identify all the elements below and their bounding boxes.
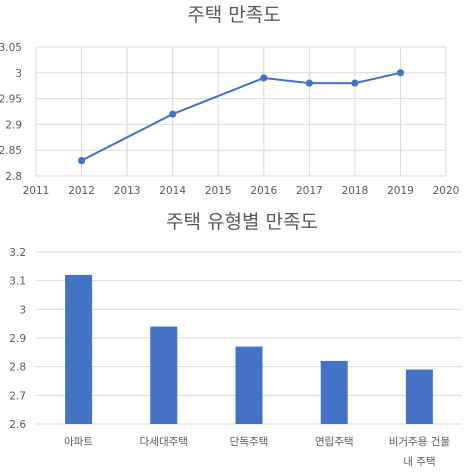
bar-chart-y-tick-label: 3.1 xyxy=(9,276,26,288)
bar-chart-bar xyxy=(320,360,348,424)
line-chart-y-tick-label: 2.85 xyxy=(0,145,22,157)
line-chart-x-tick-label: 2019 xyxy=(387,185,414,197)
bar-chart-bar xyxy=(65,274,93,424)
bar-chart-bar xyxy=(150,326,178,424)
line-chart-y-tick-label: 2.9 xyxy=(5,119,22,131)
bar-chart-category-label: 비거주용 건물 xyxy=(389,436,451,448)
line-chart-y-tick-label: 2.8 xyxy=(5,171,22,183)
bar-chart-y-tick-label: 3 xyxy=(19,304,26,316)
bar-chart-y-tick-label: 2.9 xyxy=(9,333,26,345)
bar-chart-x-ticks: 아파트 다세대주택 단독주택 연립주택 비거주용 건물내 주택 xyxy=(64,435,450,468)
bar-chart-y-tick-label: 2.8 xyxy=(9,362,26,374)
line-chart-x-tick-label: 2017 xyxy=(296,185,323,197)
line-chart-point xyxy=(77,156,86,165)
line-chart-point xyxy=(305,79,313,87)
bar-chart-y-ticks: 2.6 2.7 2.8 2.9 3 3.1 3.2 xyxy=(9,247,26,431)
line-chart-point xyxy=(260,74,268,82)
bar-chart-category-label: 아파트 xyxy=(64,436,93,448)
bar-chart-category-label: 단독주택 xyxy=(230,436,269,448)
line-chart-series xyxy=(77,69,405,165)
line-chart-x-tick-label: 2011 xyxy=(23,185,50,197)
bar-chart-bars xyxy=(65,274,433,424)
bar-chart-y-tick-label: 2.6 xyxy=(9,419,26,431)
bar-chart-bar xyxy=(405,369,433,424)
line-chart-title: 주택 만족도 xyxy=(187,4,280,26)
line-chart-x-tick-label: 2020 xyxy=(433,185,460,197)
line-chart-point xyxy=(396,69,405,77)
bar-chart: 주택 유형별 만족도 2.6 2.7 2.8 2.9 3 3.1 3.2 아파트 다세대주택 단… xyxy=(9,211,462,468)
line-chart-x-tick-label: 2018 xyxy=(342,185,369,197)
line-chart-x-ticks: 2011 2012 2013 2014 2015 2016 2017 2018 2019 2020 xyxy=(23,185,460,197)
line-chart-y-tick-label: 2.95 xyxy=(0,94,22,106)
bar-chart-category-label: 다세대주택 xyxy=(140,436,188,448)
line-chart-gridlines xyxy=(35,46,447,177)
line-chart-series-line xyxy=(81,71,401,162)
bar-chart-category-label: 내 주택 xyxy=(403,456,435,468)
line-chart-y-ticks: 2.8 2.85 2.9 2.95 3 3.05 xyxy=(0,42,22,183)
line-chart-x-tick-label: 2013 xyxy=(114,185,141,197)
bar-chart-y-tick-label: 3.2 xyxy=(9,247,26,259)
bar-chart-bar xyxy=(235,346,263,424)
bar-chart-title: 주택 유형별 만족도 xyxy=(166,211,318,233)
line-chart-x-tick-label: 2012 xyxy=(68,185,95,197)
bar-chart-category-label: 연립주택 xyxy=(315,435,354,448)
line-chart-point xyxy=(169,110,177,118)
line-chart-y-tick-label: 3 xyxy=(15,68,22,80)
line-chart-x-tick-label: 2014 xyxy=(159,185,186,197)
line-chart-y-tick-label: 3.05 xyxy=(0,42,22,54)
bar-chart-y-tick-label: 2.7 xyxy=(9,390,26,402)
line-chart-point xyxy=(351,79,359,87)
line-chart-x-tick-label: 2016 xyxy=(250,185,277,197)
line-chart-x-tick-label: 2015 xyxy=(205,185,232,197)
